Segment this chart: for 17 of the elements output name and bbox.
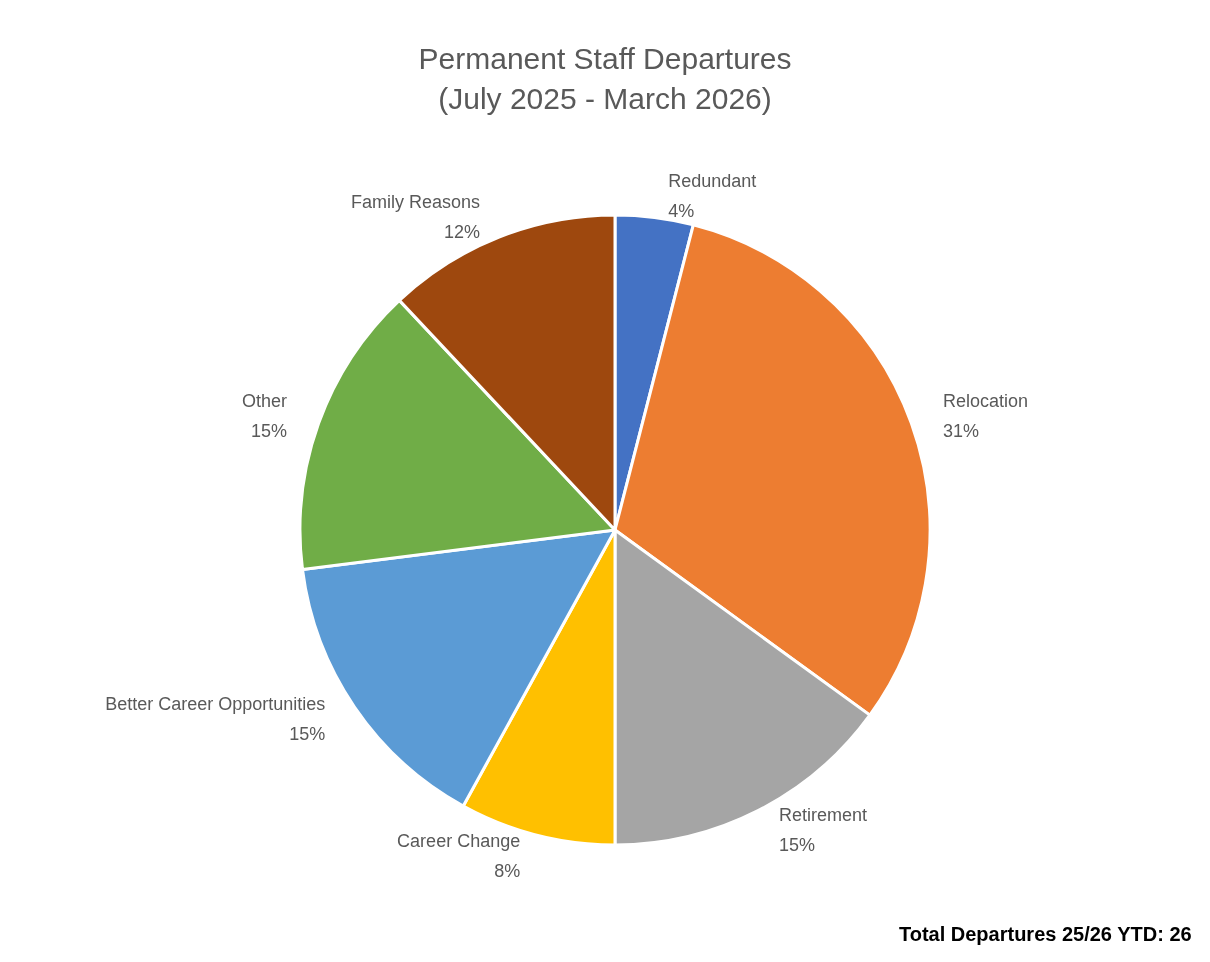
- slice-label: Other: [241, 390, 287, 411]
- data-label: 31%: [943, 420, 980, 441]
- data-label: 15%: [778, 835, 816, 856]
- text: Total Departures 25/26 YTD: 26: [898, 923, 1192, 945]
- slice-label: Retirement: [778, 805, 868, 826]
- slice-label: Redundant: [668, 170, 757, 191]
- data-label: 15%: [250, 420, 287, 441]
- slice-label: Career Change: [397, 831, 521, 852]
- slice-label: Family Reasons: [350, 191, 480, 212]
- slice-label: Relocation: [943, 390, 1029, 411]
- slice-label: Better Career Opportunities: [105, 694, 326, 715]
- data-label: 4%: [668, 200, 695, 221]
- data-label: 15%: [289, 724, 326, 745]
- chart-subtitle: (July 2025 - March 2026): [438, 81, 772, 115]
- data-label: 12%: [443, 221, 480, 242]
- chart-title: Permanent Staff Departures: [418, 41, 792, 75]
- data-label: 8%: [494, 861, 521, 882]
